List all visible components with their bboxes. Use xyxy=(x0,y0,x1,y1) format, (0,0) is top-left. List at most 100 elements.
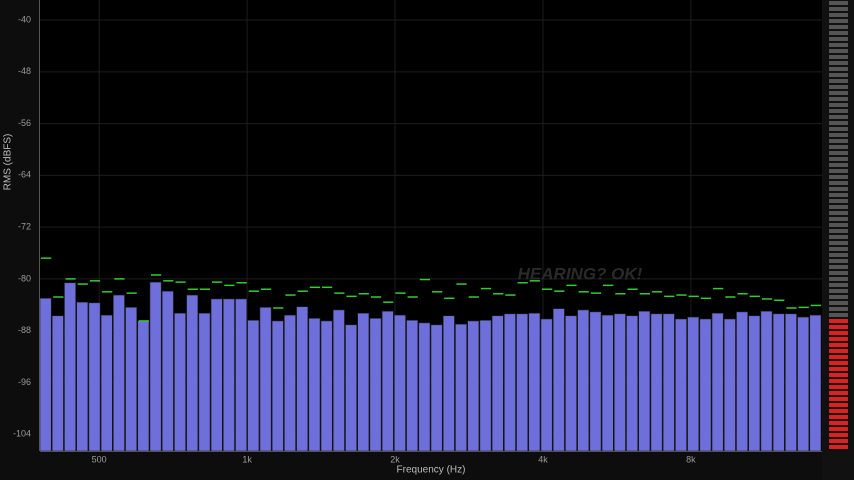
bar xyxy=(394,314,406,452)
meter-segment xyxy=(829,247,848,251)
bar xyxy=(650,313,663,452)
meter-segment xyxy=(829,211,848,215)
meter-segment xyxy=(829,97,848,101)
meter-segment xyxy=(829,397,848,401)
bar xyxy=(736,311,748,452)
bar xyxy=(455,323,467,452)
meter-segment xyxy=(829,313,848,317)
meter-segment xyxy=(829,283,848,287)
bar xyxy=(296,306,309,452)
meter-segment xyxy=(829,151,848,155)
meter-segments xyxy=(829,1,848,449)
meter-segment xyxy=(829,289,848,293)
y-tick-label: -104 xyxy=(13,429,31,439)
bar xyxy=(760,310,773,452)
bar xyxy=(418,322,431,452)
bar xyxy=(406,319,419,452)
meter-segment xyxy=(829,343,848,347)
meter-segment xyxy=(829,7,848,11)
meter-segment xyxy=(829,415,848,419)
bar xyxy=(222,298,235,452)
meter-segment xyxy=(829,1,848,5)
meter-segment xyxy=(829,163,848,167)
meter-segment xyxy=(829,37,848,41)
bar xyxy=(345,324,357,452)
meter-segment xyxy=(829,181,848,185)
meter-segment xyxy=(829,49,848,53)
bar xyxy=(748,315,761,452)
x-tick-label: 4k xyxy=(538,454,548,464)
meter-segment xyxy=(829,121,848,125)
bar xyxy=(161,290,174,452)
bar xyxy=(259,307,272,452)
meter-segment xyxy=(829,67,848,71)
meter-segment xyxy=(829,403,848,407)
meter-segment xyxy=(829,223,848,227)
meter-segment xyxy=(829,169,848,173)
bar xyxy=(687,316,700,452)
bar xyxy=(88,302,101,452)
bar xyxy=(308,318,321,452)
y-tick-label: -48 xyxy=(18,66,31,76)
bar xyxy=(271,320,284,452)
bar xyxy=(809,314,822,452)
watermark: HEARING? OK! xyxy=(518,264,643,283)
meter-segment xyxy=(829,433,848,437)
x-tick-label: 1k xyxy=(242,454,252,464)
y-axis-title: RMS (dBFS) xyxy=(3,134,14,191)
bar xyxy=(723,318,736,452)
meter-segment xyxy=(829,55,848,59)
meter-segment xyxy=(829,301,848,305)
bar xyxy=(39,297,52,452)
meter-segment xyxy=(829,85,848,89)
meter-segment xyxy=(829,109,848,113)
bar xyxy=(149,281,162,452)
meter-segment xyxy=(829,31,848,35)
bar xyxy=(442,315,455,452)
meter-segment xyxy=(829,409,848,413)
bar xyxy=(711,312,724,452)
meter-segment xyxy=(829,259,848,263)
y-tick-label: -96 xyxy=(18,377,31,387)
bar xyxy=(369,318,382,452)
meter-segment xyxy=(829,127,848,131)
meter-segment xyxy=(829,307,848,311)
meter-segment xyxy=(829,265,848,269)
bar xyxy=(662,313,675,452)
bar xyxy=(381,310,394,452)
meter-segment xyxy=(829,25,848,29)
bar xyxy=(125,307,138,452)
meter-segment xyxy=(829,295,848,299)
bar xyxy=(479,319,492,452)
meter-segment xyxy=(829,241,848,245)
meter-segment xyxy=(829,349,848,353)
bar xyxy=(772,313,785,452)
bar xyxy=(320,320,333,452)
meter-segment xyxy=(829,103,848,107)
bar xyxy=(186,294,199,452)
bar xyxy=(565,315,577,452)
bar xyxy=(516,313,529,452)
meter-segment xyxy=(829,199,848,203)
bar xyxy=(357,312,370,452)
bar xyxy=(235,298,248,452)
meter-segment xyxy=(829,43,848,47)
meter-segment xyxy=(829,391,848,395)
meter-segment xyxy=(829,253,848,257)
meter-segment xyxy=(829,157,848,161)
meter-segment xyxy=(829,373,848,377)
meter-segment xyxy=(829,205,848,209)
bar xyxy=(699,318,712,452)
bar xyxy=(430,324,443,452)
meter-segment xyxy=(829,319,848,323)
meter-segment xyxy=(829,115,848,119)
bar xyxy=(601,314,614,452)
bar xyxy=(528,312,541,452)
meter-segment xyxy=(829,325,848,329)
bar xyxy=(284,314,296,452)
bar xyxy=(174,312,186,452)
meter-segment xyxy=(829,13,848,17)
meter-segment xyxy=(829,271,848,275)
y-tick-label: -80 xyxy=(18,273,31,283)
bar xyxy=(638,310,651,452)
